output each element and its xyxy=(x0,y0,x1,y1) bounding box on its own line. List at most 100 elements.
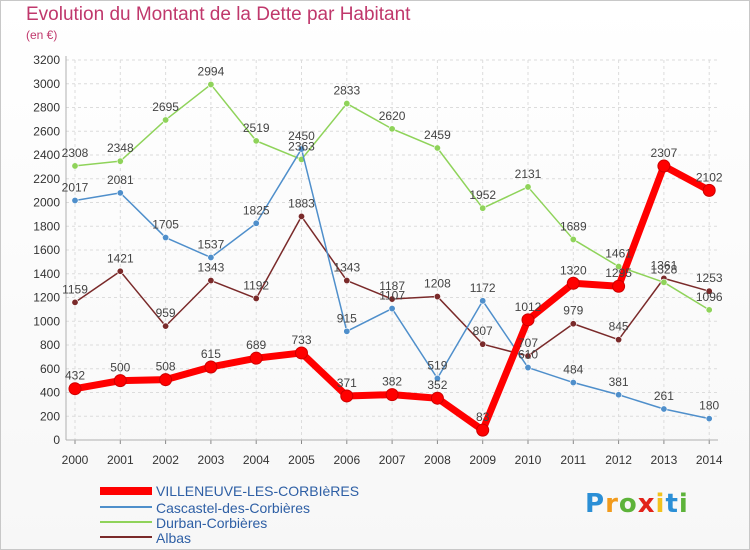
data-label-durban: 2308 xyxy=(62,146,89,160)
data-point-cascastel xyxy=(479,297,487,305)
data-label-albas: 1159 xyxy=(62,282,88,296)
y-tick-label: 200 xyxy=(40,409,60,423)
data-point-villeneuve xyxy=(295,346,308,360)
data-label-villeneuve: 500 xyxy=(110,361,130,375)
legend-label-durban: Durban-Corbières xyxy=(156,515,268,531)
data-label-cascastel: 2450 xyxy=(288,129,315,143)
data-point-cascastel xyxy=(569,379,577,387)
data-point-albas xyxy=(162,322,170,330)
data-label-albas: 1253 xyxy=(696,271,723,285)
data-point-albas xyxy=(705,287,713,295)
data-label-albas: 1343 xyxy=(198,261,225,275)
x-tick-label: 2011 xyxy=(560,453,586,467)
data-point-villeneuve xyxy=(476,423,490,437)
data-point-villeneuve xyxy=(612,279,626,293)
data-label-villeneuve: 733 xyxy=(291,333,311,347)
x-tick-labels: 2000 2001 2002 2003 2004 2005 2006 2007 2008 2009… xyxy=(62,453,723,467)
data-label-villeneuve: 1012 xyxy=(515,300,542,314)
data-label-villeneuve: 371 xyxy=(337,376,357,390)
x-tick-label: 2002 xyxy=(152,453,179,467)
data-point-durban xyxy=(71,162,79,170)
data-point-albas xyxy=(479,340,487,348)
data-label-durban: 2620 xyxy=(379,109,406,123)
data-point-cascastel xyxy=(297,145,305,153)
y-tick-label: 600 xyxy=(40,362,60,376)
data-label-durban: 1461 xyxy=(605,247,632,261)
data-label-villeneuve: 2307 xyxy=(651,146,678,160)
y-tick-label: 400 xyxy=(40,386,60,400)
data-label-durban: 2519 xyxy=(243,121,270,135)
data-label-albas: 979 xyxy=(563,304,583,318)
data-label-villeneuve: 615 xyxy=(201,347,221,361)
data-point-albas xyxy=(343,277,351,285)
data-point-durban xyxy=(615,263,623,271)
data-label-durban: 2348 xyxy=(107,141,134,155)
data-label-durban: 2131 xyxy=(515,167,542,181)
data-point-villeneuve xyxy=(68,382,82,396)
data-point-cascastel xyxy=(116,189,124,197)
data-point-villeneuve xyxy=(657,159,671,173)
data-point-villeneuve xyxy=(566,276,580,290)
data-label-cascastel: 484 xyxy=(563,363,583,377)
y-tick-label: 1800 xyxy=(33,219,60,233)
legend-label-albas: Albas xyxy=(156,530,192,546)
data-label-durban: 2363 xyxy=(288,139,315,153)
data-label-albas: 1208 xyxy=(424,277,451,291)
data-point-durban xyxy=(524,183,532,191)
data-label-villeneuve: 1295 xyxy=(605,266,632,280)
x-tick-label: 2008 xyxy=(424,453,451,467)
y-tick-label: 1200 xyxy=(33,291,60,305)
data-point-albas xyxy=(569,320,577,328)
data-labels: 432 500 508 615 689 733 371 382 352 83 1012 1320 129… xyxy=(62,64,723,424)
data-label-cascastel: 381 xyxy=(609,375,629,389)
proxiti-logo: Proxiti xyxy=(585,489,689,519)
data-point-albas xyxy=(252,294,260,302)
logo-letter: r xyxy=(605,489,619,519)
data-label-albas: 959 xyxy=(156,306,176,320)
data-point-cascastel xyxy=(705,415,713,423)
y-tick-label: 2000 xyxy=(33,196,60,210)
data-point-cascastel xyxy=(343,327,351,335)
data-point-albas xyxy=(71,298,79,306)
data-point-cascastel xyxy=(615,391,623,399)
logo-letter: P xyxy=(585,489,606,519)
data-label-durban: 2994 xyxy=(198,64,225,78)
data-label-cascastel: 1825 xyxy=(243,203,270,217)
legend-swatch-durban xyxy=(100,521,152,523)
data-point-durban xyxy=(388,125,396,133)
data-point-cascastel xyxy=(433,374,441,382)
data-point-durban xyxy=(569,235,577,243)
y-tick-label: 3000 xyxy=(33,77,60,91)
data-point-albas xyxy=(615,336,623,344)
data-label-cascastel: 610 xyxy=(518,348,538,362)
data-label-albas: 1421 xyxy=(107,251,134,265)
data-label-albas: 707 xyxy=(518,336,538,350)
data-point-villeneuve xyxy=(340,389,354,403)
data-point-villeneuve xyxy=(521,313,535,327)
data-label-villeneuve: 1320 xyxy=(560,263,587,277)
data-point-albas xyxy=(116,267,124,275)
data-label-albas: 807 xyxy=(473,324,493,338)
data-point-durban xyxy=(343,100,351,108)
y-tick-label: 800 xyxy=(40,338,60,352)
x-tick-label: 2009 xyxy=(469,453,496,467)
logo-letter: t xyxy=(665,489,679,519)
x-tick-label: 2013 xyxy=(651,453,678,467)
data-point-villeneuve xyxy=(113,374,127,388)
data-label-durban: 2459 xyxy=(424,128,451,142)
data-label-albas: 1192 xyxy=(243,278,269,292)
y-tick-label: 1000 xyxy=(33,314,60,328)
x-tick-label: 2000 xyxy=(62,453,89,467)
legend-swatch-cascastel xyxy=(100,506,152,508)
data-label-cascastel: 2017 xyxy=(62,180,89,194)
data-label-cascastel: 2081 xyxy=(107,173,134,187)
data-point-villeneuve xyxy=(249,351,263,365)
data-label-villeneuve: 432 xyxy=(65,369,85,383)
data-label-albas: 1187 xyxy=(379,279,405,293)
data-point-durban xyxy=(207,80,215,88)
legend-label-villeneuve: VILLENEUVE-LES-CORBIèRES xyxy=(156,483,360,499)
data-point-durban xyxy=(479,204,487,212)
data-label-albas: 845 xyxy=(609,320,629,334)
grid-lines xyxy=(66,59,718,440)
